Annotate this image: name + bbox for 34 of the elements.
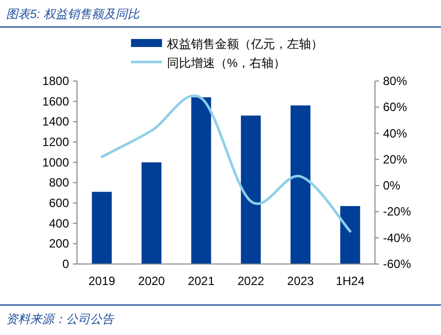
y2-tick-label: 20% <box>383 152 408 166</box>
bar <box>142 162 162 264</box>
y2-tick-label: 60% <box>383 100 408 114</box>
y-tick-label: 1000 <box>42 155 70 170</box>
text: 资料来源：公司公告 <box>6 312 115 326</box>
legend-label: 同比增速（%，右轴） <box>167 56 286 70</box>
y-tick-label: 400 <box>48 216 70 230</box>
x-tick-label: 2021 <box>188 274 215 288</box>
bar <box>92 192 112 264</box>
bar <box>290 105 310 264</box>
x-tick-label: 2019 <box>88 274 116 288</box>
bar <box>240 116 261 264</box>
y2-tick-label: -20% <box>383 204 412 219</box>
y-tick-label: 0 <box>62 257 70 271</box>
y-tick-label: 200 <box>48 236 70 251</box>
bar <box>191 97 212 264</box>
legend-label: 权益销售金额（亿元，左轴） <box>166 37 323 51</box>
y-tick-label: 800 <box>48 176 70 190</box>
y2-tick-label: 40% <box>383 126 408 140</box>
y-tick-label: 1600 <box>42 94 70 108</box>
bar <box>340 206 360 264</box>
x-tick-label: 2022 <box>237 274 265 288</box>
y-tick-label: 600 <box>48 196 70 210</box>
y2-tick-label: -40% <box>383 230 412 245</box>
x-tick-label: 1H24 <box>336 274 365 288</box>
x-tick-label: 2023 <box>287 274 314 288</box>
x-tick-label: 2020 <box>138 274 166 288</box>
y2-tick-label: -60% <box>383 257 412 271</box>
y-tick-label: 1800 <box>42 74 70 88</box>
y-tick-label: 1400 <box>42 114 70 129</box>
chart-title: 图表5: 权益销售额及同比 <box>6 7 140 21</box>
y-tick-label: 1200 <box>42 135 70 149</box>
y2-tick-label: 80% <box>383 74 408 88</box>
y2-tick-label: 0% <box>383 178 401 193</box>
